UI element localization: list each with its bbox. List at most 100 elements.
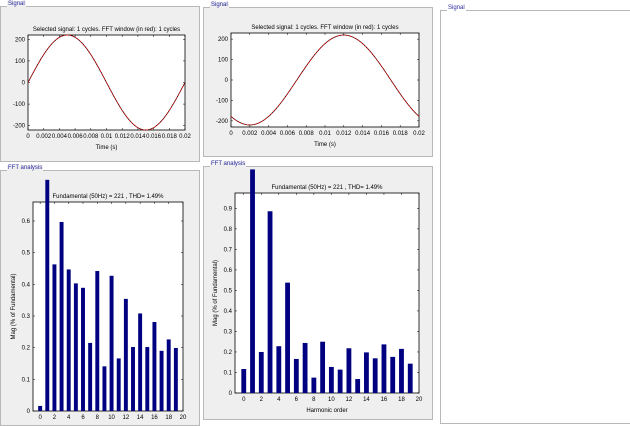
y-tick-label: -200 — [216, 119, 229, 125]
harmonic-bar — [166, 339, 171, 411]
y-tick-label: 0 — [27, 409, 31, 415]
y-tick-label: -200 — [13, 124, 26, 130]
x-tick-label: 0.004 — [52, 134, 68, 140]
x-tick-label: 6 — [81, 415, 85, 421]
x-tick-label: 20 — [180, 415, 187, 421]
harmonic-bar — [285, 282, 290, 393]
x-tick-label: 0 — [26, 134, 30, 140]
x-tick-label: 0.014 — [355, 131, 371, 137]
x-tick-label: 0.014 — [130, 134, 146, 140]
x-tick-label: 12 — [123, 415, 130, 421]
x-tick-label: 0.008 — [83, 134, 99, 140]
harmonic-bar — [109, 275, 114, 411]
harmonic-bar — [131, 347, 135, 411]
x-tick-label: 8 — [312, 397, 316, 403]
harmonic-bar — [293, 358, 299, 393]
x-tick-label: 0.016 — [146, 134, 162, 140]
y-tick-label: 0.3 — [22, 314, 31, 320]
harmonic-bar — [138, 313, 143, 411]
y-tick-label: 100 — [15, 59, 26, 65]
y-tick-label: 0.4 — [224, 309, 233, 315]
harmonic-bar — [381, 344, 387, 393]
y-tick-label: 0 — [22, 81, 26, 87]
harmonic-bar — [145, 347, 150, 411]
y-tick-label: 0.2 — [22, 346, 31, 352]
harmonic-bar — [95, 271, 100, 411]
x-axis-label: Time (s) — [96, 145, 118, 151]
harmonic-bar — [302, 342, 308, 393]
x-tick-label: 18 — [165, 415, 172, 421]
y-tick-label: 200 — [218, 37, 229, 43]
plot-area — [32, 201, 184, 412]
x-tick-label: 0.008 — [299, 131, 315, 137]
panel-label: FFT analysis — [7, 165, 44, 171]
harmonic-bar — [173, 347, 178, 411]
y-tick-label: 0.9 — [224, 206, 233, 212]
x-tick-label: 16 — [381, 397, 388, 403]
x-tick-label: 0.02 — [179, 134, 191, 140]
harmonic-bar — [355, 379, 361, 393]
chart-title: Selected signal: 1 cycles. FFT window (i… — [251, 25, 398, 31]
harmonic-bar — [328, 366, 334, 393]
harmonic-bar — [102, 366, 107, 411]
x-axis-label: Harmonic order — [306, 408, 347, 414]
y-axis-label: Mag (% of Fundamental) — [213, 260, 219, 326]
mid-signal-chart — [230, 32, 420, 128]
harmonic-bar — [346, 348, 352, 393]
y-tick-label: 100 — [218, 58, 229, 64]
right-signal-panel: Signal — [440, 5, 630, 424]
harmonic-bar — [267, 211, 273, 393]
fft-window-line — [27, 34, 186, 131]
panel-label: Signal — [447, 5, 466, 11]
x-tick-label: 0.016 — [374, 131, 390, 137]
harmonic-bar — [123, 298, 128, 411]
x-tick-label: 2 — [53, 415, 57, 421]
y-tick-label: 0.3 — [224, 329, 233, 335]
x-tick-label: 20 — [416, 397, 423, 403]
panel-label: Signal — [7, 1, 26, 7]
x-tick-label: 18 — [398, 397, 405, 403]
y-tick-label: 0.1 — [22, 377, 31, 383]
left-signal-chart — [27, 34, 186, 131]
y-tick-label: 0.1 — [224, 370, 233, 376]
panel-label: Signal — [210, 2, 229, 8]
x-tick-label: 0.01 — [101, 134, 113, 140]
x-tick-label: 0 — [229, 131, 233, 137]
y-tick-label: 0.7 — [224, 247, 233, 253]
harmonic-bar — [407, 363, 413, 393]
x-axis-label: Time (s) — [314, 142, 336, 148]
x-tick-label: 0.012 — [336, 131, 352, 137]
x-tick-label: 0.018 — [393, 131, 409, 137]
x-tick-label: 0 — [242, 397, 246, 403]
mid-fft-chart — [234, 169, 420, 394]
panel-label: FFT analysis — [210, 161, 247, 167]
x-tick-label: 10 — [328, 397, 335, 403]
x-tick-label: 4 — [277, 397, 281, 403]
x-tick-label: 0 — [38, 415, 42, 421]
y-tick-label: 0.5 — [22, 251, 31, 257]
harmonic-bar — [45, 179, 50, 411]
x-tick-label: 0.004 — [261, 131, 277, 137]
y-tick-label: 0.2 — [224, 350, 233, 356]
y-tick-label: 0.6 — [224, 268, 233, 274]
plot-area — [234, 192, 420, 394]
plot-area — [230, 32, 420, 128]
y-tick-label: 0.8 — [224, 227, 233, 233]
harmonic-bar — [73, 283, 78, 411]
y-axis-label: Mag (% of Fundamental) — [11, 273, 17, 339]
x-tick-label: 10 — [108, 415, 115, 421]
x-tick-label: 6 — [295, 397, 299, 403]
y-tick-label: -100 — [13, 102, 26, 108]
x-tick-label: 14 — [137, 415, 144, 421]
harmonic-bar — [337, 369, 343, 393]
x-tick-label: 0.02 — [413, 131, 425, 137]
x-tick-label: 4 — [67, 415, 71, 421]
y-tick-label: 0 — [229, 391, 233, 397]
chart-title: Fundamental (50Hz) = 221 , THD= 1.49% — [53, 194, 165, 200]
harmonic-bar — [258, 351, 264, 393]
chart-title: Fundamental (50Hz) = 221 , THD= 1.49% — [272, 185, 384, 191]
harmonic-bar — [66, 269, 71, 411]
y-tick-label: 0.6 — [22, 219, 31, 225]
left-fft-chart — [32, 179, 184, 412]
harmonic-bar — [372, 358, 378, 393]
